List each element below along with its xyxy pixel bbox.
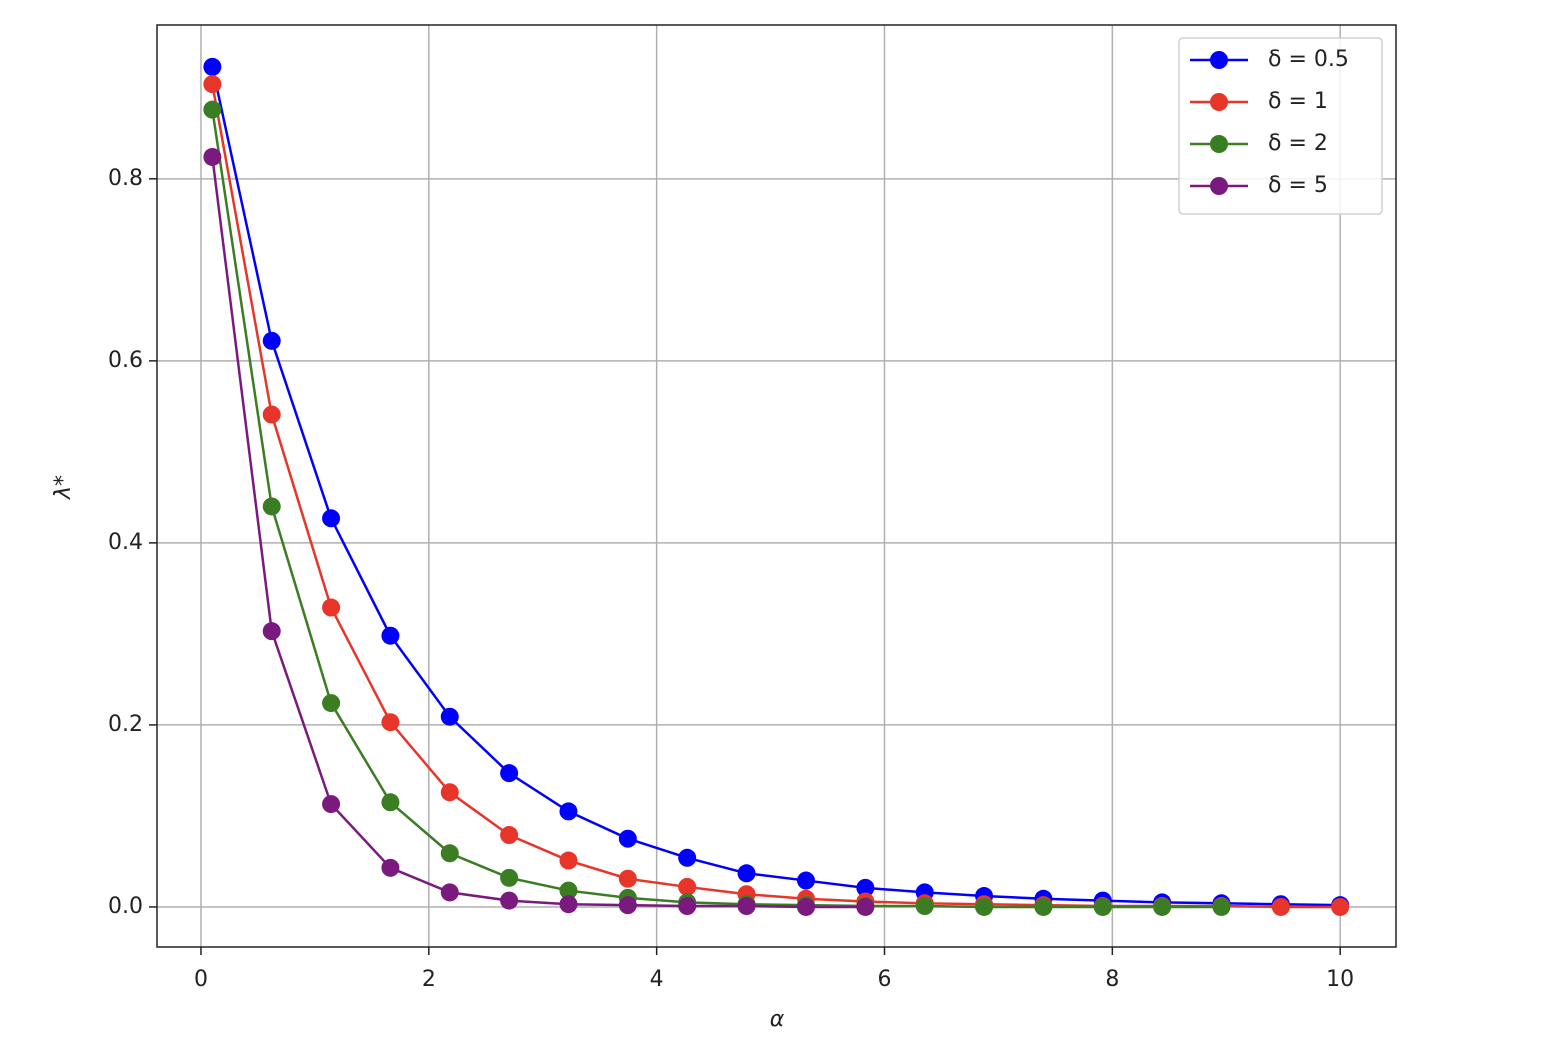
data-point bbox=[678, 877, 697, 896]
data-point bbox=[262, 622, 281, 641]
data-point bbox=[856, 878, 875, 897]
data-point bbox=[678, 848, 697, 867]
data-point bbox=[618, 869, 637, 888]
y-tick-label: 0.6 bbox=[108, 348, 143, 373]
data-point bbox=[322, 598, 341, 617]
legend-marker bbox=[1210, 51, 1228, 69]
data-point bbox=[381, 713, 400, 732]
series-line bbox=[211, 109, 1222, 909]
legend-label: δ = 5 bbox=[1268, 173, 1328, 198]
x-tick-label: 2 bbox=[422, 967, 436, 992]
data-point bbox=[440, 707, 459, 726]
data-point bbox=[1034, 897, 1053, 916]
data-point bbox=[1093, 897, 1112, 916]
data-point bbox=[618, 896, 637, 915]
series-line bbox=[211, 66, 1341, 907]
data-point bbox=[1212, 897, 1231, 916]
data-point bbox=[975, 897, 994, 916]
data-point bbox=[1271, 897, 1290, 916]
data-point bbox=[500, 868, 519, 887]
data-point bbox=[797, 897, 816, 916]
data-point bbox=[381, 626, 400, 645]
y-tick-label: 0.8 bbox=[108, 166, 143, 191]
data-point bbox=[262, 497, 281, 516]
data-point bbox=[203, 75, 222, 94]
y-tick-label: 0.2 bbox=[108, 712, 143, 737]
data-point bbox=[737, 897, 756, 916]
x-tick-label: 0 bbox=[194, 967, 208, 992]
data-point bbox=[1153, 897, 1172, 916]
series-line bbox=[211, 83, 1341, 909]
data-point bbox=[203, 100, 222, 119]
legend-marker bbox=[1210, 135, 1228, 153]
x-tick-label: 8 bbox=[1105, 967, 1119, 992]
x-tick-label: 4 bbox=[650, 967, 664, 992]
data-point bbox=[262, 405, 281, 424]
legend-label: δ = 2 bbox=[1268, 131, 1328, 156]
data-point bbox=[381, 793, 400, 812]
data-point bbox=[440, 844, 459, 863]
data-point bbox=[559, 802, 578, 821]
legend-label: δ = 0.5 bbox=[1268, 47, 1349, 72]
y-tick-label: 0.4 bbox=[108, 530, 143, 555]
data-point bbox=[559, 895, 578, 914]
data-point bbox=[915, 897, 934, 916]
data-point bbox=[440, 883, 459, 902]
data-point bbox=[500, 891, 519, 910]
legend-marker bbox=[1210, 177, 1228, 195]
series-line bbox=[211, 156, 866, 909]
legend-marker bbox=[1210, 93, 1228, 111]
data-point bbox=[322, 795, 341, 814]
data-point bbox=[203, 57, 222, 76]
data-point bbox=[797, 871, 816, 890]
plot-frame bbox=[156, 24, 1397, 948]
y-axis-label: λ* bbox=[51, 475, 76, 500]
data-point bbox=[856, 897, 875, 916]
data-point bbox=[262, 331, 281, 350]
data-point bbox=[500, 826, 519, 845]
data-point bbox=[737, 864, 756, 883]
data-point bbox=[1331, 897, 1350, 916]
data-point bbox=[618, 829, 637, 848]
data-point bbox=[500, 764, 519, 783]
data-point bbox=[381, 858, 400, 877]
x-tick-label: 10 bbox=[1326, 967, 1354, 992]
data-point bbox=[678, 897, 697, 916]
data-point bbox=[440, 783, 459, 802]
legend-box bbox=[1178, 37, 1383, 215]
x-axis-label: α bbox=[770, 1007, 785, 1032]
legend-label: δ = 1 bbox=[1268, 89, 1328, 114]
data-point bbox=[559, 881, 578, 900]
data-point bbox=[322, 694, 341, 713]
data-point bbox=[203, 147, 222, 166]
data-point bbox=[559, 851, 578, 870]
y-tick-label: 0.0 bbox=[108, 894, 143, 919]
x-tick-label: 6 bbox=[877, 967, 891, 992]
data-point bbox=[322, 509, 341, 528]
